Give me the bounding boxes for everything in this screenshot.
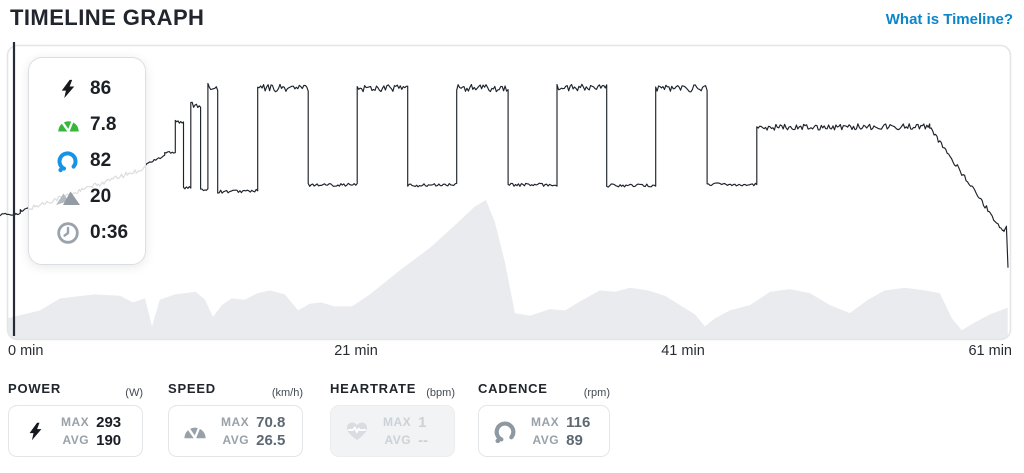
timeline-chart[interactable]: [0, 0, 1024, 366]
power-bolt-icon: [9, 419, 61, 444]
power-unit: (W): [125, 387, 143, 399]
x-tick-41min: 41 min: [661, 343, 705, 359]
heartrate-max-label: MAX: [383, 415, 412, 429]
power-max-value: 293: [96, 413, 122, 431]
tooltip-time-value: 0:36: [90, 222, 129, 243]
cadence-avg-label: AVG: [532, 433, 560, 447]
heartrate-avg-label: AVG: [384, 433, 412, 447]
chart-tooltip: 86 7.8 82 20 0:36: [28, 57, 146, 265]
heartrate-stat-group: HEARTRATE (bpm) MAX 1 AVG --: [330, 372, 455, 457]
speed-stat-box[interactable]: MAX 70.8 AVG 26.5: [168, 405, 303, 457]
speed-avg-value: 26.5: [256, 431, 286, 449]
cadence-stat-group: CADENCE (rpm) MAX 116 AVG 89: [478, 372, 610, 457]
cadence-max-label: MAX: [531, 415, 560, 429]
tooltip-elevation-value: 20: [90, 186, 112, 207]
tooltip-cadence-row: 82: [29, 143, 145, 179]
tooltip-time-row: 0:36: [29, 215, 145, 251]
what-is-timeline-link[interactable]: What is Timeline?: [885, 11, 1013, 28]
speed-max-value: 70.8: [256, 413, 286, 431]
x-tick-0min: 0 min: [8, 343, 44, 359]
tooltip-power-row: 86: [29, 71, 145, 107]
plot-border: [6, 44, 1012, 341]
speed-stat-group: SPEED (km/h) MAX 70.8 AVG 26.5: [168, 372, 303, 457]
elevation-mountain-icon: [53, 185, 83, 209]
speed-unit: (km/h): [271, 387, 303, 399]
power-stat-group: POWER (W) MAX 293 AVG 190: [8, 372, 143, 457]
heartrate-avg-value: --: [418, 431, 429, 449]
speed-gauge-icon: [53, 113, 83, 137]
cadence-icon: [479, 419, 531, 444]
cadence-label: CADENCE: [478, 381, 548, 396]
cadence-unit: (rpm): [583, 387, 610, 399]
time-clock-icon: [53, 221, 83, 245]
speed-gauge-icon: [169, 419, 221, 444]
page-title: TIMELINE GRAPH: [10, 5, 205, 30]
x-tick-61min: 61 min: [968, 343, 1012, 359]
x-tick-21min: 21 min: [334, 343, 378, 359]
cadence-stat-box[interactable]: MAX 116 AVG 89: [478, 405, 610, 457]
power-label: POWER: [8, 381, 62, 396]
cadence-max-value: 116: [566, 413, 591, 431]
tooltip-power-value: 86: [90, 78, 112, 99]
power-max-label: MAX: [61, 415, 90, 429]
speed-avg-label: AVG: [222, 433, 250, 447]
heartrate-label: HEARTRATE: [330, 381, 417, 396]
tooltip-speed-row: 7.8: [29, 107, 145, 143]
speed-label: SPEED: [168, 381, 216, 396]
heartrate-max-value: 1: [418, 413, 427, 431]
power-bolt-icon: [53, 77, 83, 101]
elevation-area: [7, 200, 1008, 340]
cadence-icon: [53, 149, 83, 173]
cadence-avg-value: 89: [566, 431, 583, 449]
tooltip-cadence-value: 82: [90, 150, 112, 171]
heartrate-unit: (bpm): [426, 387, 455, 399]
power-line: [0, 82, 1009, 268]
heart-icon: [331, 419, 383, 443]
heartrate-stat-box[interactable]: MAX 1 AVG --: [330, 405, 455, 457]
speed-max-label: MAX: [221, 415, 250, 429]
tooltip-elevation-row: 20: [29, 179, 145, 215]
power-avg-label: AVG: [62, 433, 90, 447]
power-avg-value: 190: [96, 431, 122, 449]
tooltip-speed-value: 7.8: [90, 114, 117, 135]
power-stat-box[interactable]: MAX 293 AVG 190: [8, 405, 143, 457]
